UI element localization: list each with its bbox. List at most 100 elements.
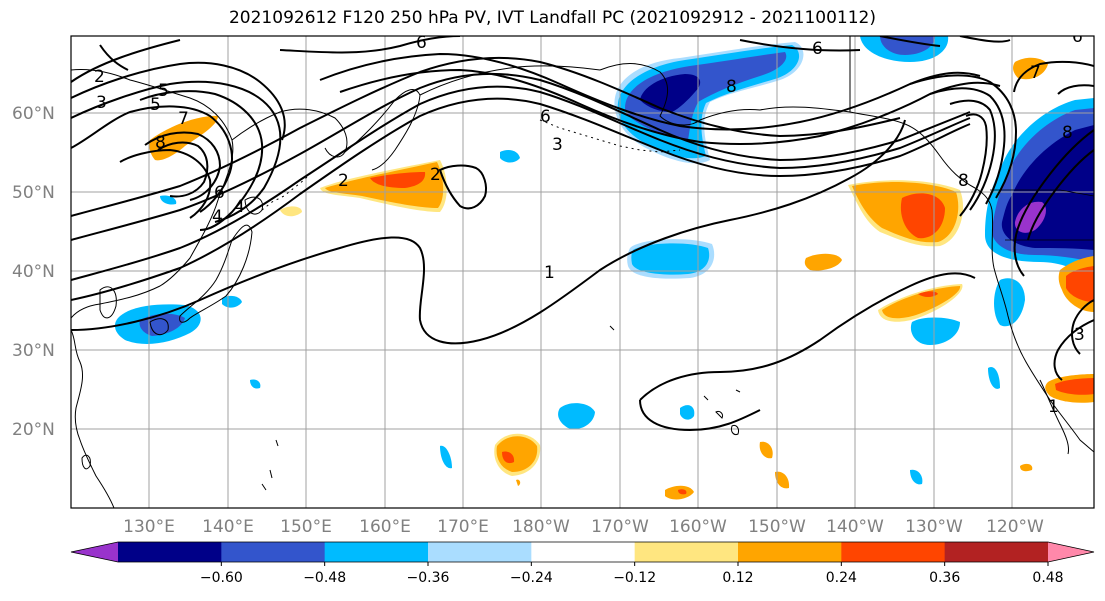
colorbar-extend-low bbox=[71, 542, 118, 562]
lon-label: 150°E bbox=[280, 517, 332, 537]
colorbar-segment bbox=[324, 542, 429, 562]
lon-label: 140°W bbox=[826, 517, 884, 537]
shade-or-small1 bbox=[280, 206, 302, 217]
lat-label: 60°N bbox=[12, 104, 55, 124]
lon-labels: 130°E 140°E 150°E 160°E 170°E 180°W 170°… bbox=[123, 517, 1044, 537]
contour-ne-7 bbox=[1013, 129, 1094, 277]
shade-blue-dot7 bbox=[160, 195, 177, 205]
shade-top-mid bbox=[880, 36, 935, 55]
shade-or-se2-red bbox=[1055, 378, 1094, 395]
pv-contours bbox=[71, 36, 1094, 432]
colorbar-tick-label: −0.24 bbox=[510, 570, 553, 586]
shade-or-dot2 bbox=[775, 471, 790, 489]
shade-blue-dot4 bbox=[988, 366, 1000, 389]
contour-se-2 bbox=[1071, 299, 1094, 355]
coast-canada-border bbox=[990, 189, 1094, 197]
shade-or-175e bbox=[496, 436, 538, 472]
coastlines bbox=[71, 36, 1094, 508]
colorbar-segment bbox=[841, 542, 946, 562]
shade-or-145w-35-red bbox=[918, 291, 938, 297]
contour-ne-4 bbox=[959, 113, 988, 217]
coast-asia bbox=[71, 69, 234, 319]
colorbar-tick-label: −0.48 bbox=[303, 570, 346, 586]
contour-label: 8 bbox=[726, 77, 737, 97]
colorbar-tick-label: 0.48 bbox=[1032, 570, 1063, 586]
contour-label: 6 bbox=[416, 33, 427, 53]
contour-ne-1 bbox=[909, 74, 1018, 199]
contour-label: 3 bbox=[96, 93, 107, 113]
shade-blue-dot2 bbox=[680, 405, 695, 420]
contour-4 bbox=[71, 80, 282, 223]
lat-label: 20°N bbox=[12, 420, 55, 440]
colorbar-tick-label: 0.36 bbox=[929, 570, 960, 586]
coast-korea bbox=[99, 286, 117, 319]
lon-label: 140°E bbox=[202, 517, 254, 537]
contour-label: 1 bbox=[544, 263, 555, 283]
shade-japan-small bbox=[222, 295, 242, 308]
coast-aleutians bbox=[539, 119, 681, 153]
lon-label: 120°W bbox=[986, 517, 1044, 537]
contour-west-long2 bbox=[71, 85, 971, 281]
contour-label: 6 bbox=[540, 107, 551, 127]
shade-aleutian-dark bbox=[640, 74, 701, 112]
contour-6a bbox=[71, 105, 233, 213]
contour-west-long1 bbox=[71, 72, 971, 241]
shade-blue-dot6 bbox=[250, 379, 261, 389]
shade-blue-dot3 bbox=[440, 445, 452, 469]
shade-coast-purple bbox=[1014, 201, 1046, 233]
contour-west-long3 bbox=[71, 97, 971, 301]
lat-label: 40°N bbox=[12, 262, 55, 282]
contour-label: 5 bbox=[158, 81, 169, 101]
shade-or-148w-40 bbox=[804, 253, 842, 271]
contour-label: 2 bbox=[430, 165, 441, 185]
contour-label: 3 bbox=[552, 135, 563, 155]
coast-kyushu bbox=[149, 318, 169, 336]
contour-7 bbox=[144, 131, 222, 201]
coast-siberia-n bbox=[419, 65, 601, 96]
shade-blue-32n bbox=[910, 317, 960, 345]
contour-label: 5 bbox=[150, 95, 161, 115]
shade-or-se-red bbox=[1066, 266, 1094, 302]
contour-6b bbox=[119, 148, 212, 219]
contour-jet-upper2 bbox=[339, 68, 1001, 145]
coast-okhotsk bbox=[231, 108, 348, 158]
shade-blue-170w-in bbox=[631, 243, 710, 275]
lon-label: 170°E bbox=[437, 517, 489, 537]
coast-na bbox=[991, 209, 1094, 453]
contour-tail bbox=[879, 36, 1011, 47]
contour-1a bbox=[71, 119, 906, 345]
colorbar-extend-high bbox=[1048, 542, 1094, 562]
contour-3 bbox=[71, 61, 286, 141]
shade-or-dot3-red bbox=[678, 489, 687, 495]
contour-6-top2 bbox=[739, 39, 861, 52]
shade-or-160e-red bbox=[370, 172, 426, 188]
coast-china bbox=[71, 329, 115, 508]
colorbar-tick-label: −0.12 bbox=[613, 570, 656, 586]
colorbar-tick-label: −0.36 bbox=[407, 570, 450, 586]
shade-coast-lower bbox=[994, 278, 1025, 327]
contour-labels: 2 3 4 5 6 8 7 2 1 6 8 3 6 5 8 4 7 6 1 3 … bbox=[94, 27, 1085, 417]
contour-label: 8 bbox=[1062, 123, 1073, 143]
contour-label: 6 bbox=[812, 39, 823, 59]
lat-label: 50°N bbox=[12, 183, 55, 203]
contour-ne-6 bbox=[1057, 84, 1094, 95]
contour-ne-8 bbox=[1027, 149, 1094, 241]
contour-label: 4 bbox=[212, 207, 223, 227]
map-title: 2021092612 F120 250 hPa PV, IVT Landfall… bbox=[228, 8, 876, 28]
shade-or-145w-35 bbox=[882, 286, 961, 319]
colorbar-outline bbox=[70, 541, 1095, 563]
shade-or-dot5 bbox=[516, 479, 521, 486]
shade-or-dot4 bbox=[1020, 463, 1033, 472]
contour-label: 1 bbox=[1048, 397, 1059, 417]
lon-label: 130°W bbox=[905, 517, 963, 537]
contour-2a bbox=[71, 39, 181, 83]
colorbar-tick-label: 0.24 bbox=[826, 570, 857, 586]
contour-ne-3 bbox=[949, 99, 996, 211]
shade-japan-mid bbox=[139, 313, 185, 336]
colorbar-segment bbox=[221, 542, 326, 562]
contour-ne-5 bbox=[1013, 60, 1094, 93]
coast-baja bbox=[1039, 379, 1069, 455]
colorbar-segment bbox=[944, 542, 1049, 562]
lon-label: 170°W bbox=[591, 517, 649, 537]
contour-label: 6 bbox=[1072, 27, 1083, 47]
